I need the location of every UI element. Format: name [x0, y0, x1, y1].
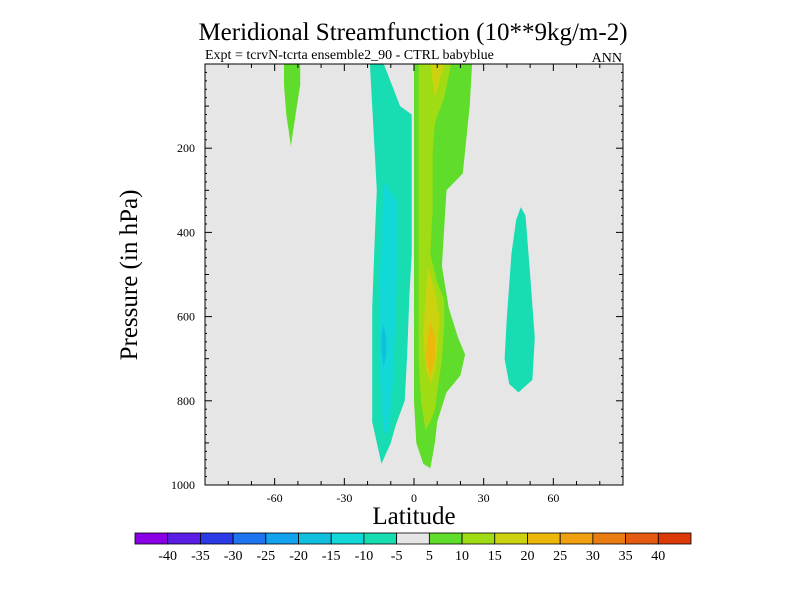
colorbar-label: -25	[256, 549, 275, 564]
colorbar-label: -20	[289, 549, 308, 564]
colorbar-label: 20	[520, 549, 534, 564]
contour-tropical-top	[430, 64, 445, 98]
colorbar-swatch	[363, 532, 398, 545]
colorbar-swatch	[592, 532, 626, 545]
colorbar-swatch	[428, 532, 463, 545]
colorbar-label: 35	[619, 549, 633, 564]
colorbar-swatch	[559, 532, 594, 545]
colorbar-label: -30	[224, 549, 243, 564]
y-axis-label: Pressure (in hPa)	[116, 190, 143, 361]
y-axis-ticks: 200 400 600 800 1000	[171, 71, 623, 492]
colorbar-swatch	[527, 532, 561, 545]
colorbar: -40 -35 -30 -25 -20 -15 -10 -5 5 10 15 20 25 30 35 40	[134, 532, 692, 564]
colorbar-label: -15	[322, 549, 341, 564]
x-tick-label: 30	[478, 491, 490, 505]
colorbar-label: 30	[586, 549, 600, 564]
y-tick-label: 800	[177, 394, 195, 408]
chart-title: Meridional Streamfunction (10**9kg/m-2)	[198, 19, 627, 46]
colorbar-swatch	[200, 532, 234, 545]
colorbar-label: -10	[355, 549, 374, 564]
contour-sh-max-negative	[381, 325, 387, 368]
contour-polar-positive	[284, 64, 301, 147]
contour-regions	[284, 64, 535, 469]
colorbar-swatch	[298, 532, 332, 545]
contour-nh-negative	[504, 207, 535, 393]
x-tick-label: -30	[336, 491, 352, 505]
x-axis-ticks: -60 -30 0 30 60	[227, 64, 601, 505]
colorbar-swatch	[396, 532, 430, 545]
colorbar-label: 25	[553, 549, 567, 564]
x-tick-label: -60	[267, 491, 283, 505]
colorbar-swatch	[461, 532, 496, 545]
x-tick-label: 60	[547, 491, 559, 505]
x-tick-label: 0	[411, 491, 417, 505]
chart-subtitle: Expt = tcrvN-tcrta ensemble2_90 - CTRL b…	[205, 48, 494, 63]
y-tick-label: 200	[177, 141, 195, 155]
colorbar-swatch	[134, 532, 169, 545]
colorbar-swatch	[494, 532, 528, 545]
x-axis-label: Latitude	[372, 503, 455, 530]
y-tick-label: 1000	[171, 478, 195, 492]
colorbar-label: 5	[426, 549, 433, 564]
colorbar-swatch	[330, 532, 365, 545]
y-tick-label: 600	[177, 310, 195, 324]
colorbar-swatch	[167, 532, 201, 545]
contour-sh-core-negative	[379, 181, 398, 435]
colorbar-swatch	[657, 532, 692, 545]
colorbar-label: -40	[158, 549, 177, 564]
colorbar-label: 40	[651, 549, 665, 564]
y-tick-label: 400	[177, 225, 195, 239]
colorbar-label: 10	[455, 549, 469, 564]
colorbar-swatch	[265, 532, 299, 545]
colorbar-swatch	[625, 532, 659, 545]
colorbar-label: -5	[391, 549, 403, 564]
colorbar-swatch	[232, 532, 267, 545]
contour-tropical-max	[425, 320, 435, 376]
colorbar-label: -35	[191, 549, 210, 564]
colorbar-label: 15	[488, 549, 502, 564]
season-label: ANN	[592, 51, 622, 66]
